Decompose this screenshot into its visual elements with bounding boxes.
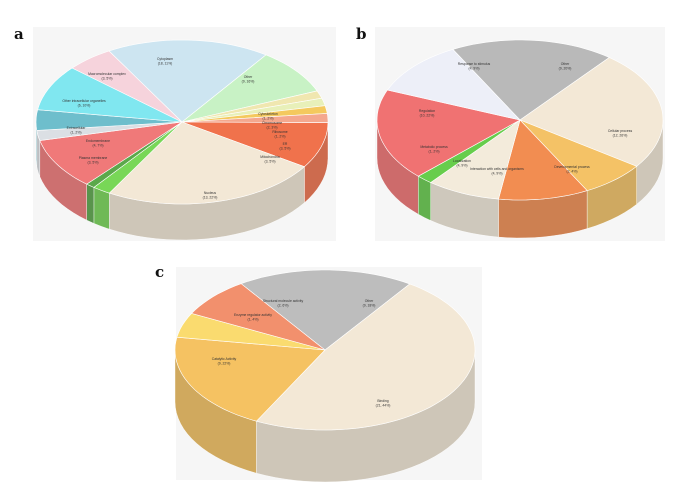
pie-slice-2 [519, 119, 638, 191]
slice-value-5: (1, 2%) [429, 150, 440, 154]
slice-value-4: (4, 9%) [457, 164, 468, 168]
pie-labels: Cytoplasm(18, 11%) Other(9, 16%) Cytoskele… [62, 57, 290, 200]
pie-slice-0 [240, 269, 411, 351]
slice-value-0: (9, 20%) [559, 67, 572, 71]
slice-value-0: (9, 18%) [363, 304, 376, 308]
pie-slice-6 [181, 121, 329, 168]
pie-slice-6 [376, 89, 521, 177]
slice-value-1: (12, 26%) [613, 134, 628, 138]
slice-value-4: (2, 6%) [278, 304, 289, 308]
slice-value-6: (3, 5%) [265, 160, 276, 164]
pie-side-5 [418, 175, 431, 221]
pie-slice-1 [255, 283, 476, 431]
pie-tops [174, 269, 476, 431]
slice-label-0: Cytoplasm [157, 57, 173, 61]
slice-label-4: Structural molecule activity [263, 299, 304, 303]
pie-tops [35, 39, 329, 205]
slice-value-12: (3, 5%) [102, 77, 113, 81]
pie-side-8 [93, 187, 110, 230]
pie-slice-7 [386, 49, 521, 121]
pie-chart-a: Cytoplasm(18, 11%) Other(9, 16%) Cytoskele… [35, 39, 329, 241]
slice-label-4: Ribosome [272, 130, 287, 134]
slice-label-9: Endomembrane [86, 139, 110, 143]
pie-slice-10 [39, 121, 183, 185]
slice-value-5: (3, 5%) [280, 147, 291, 151]
slice-value-1: (9, 16%) [242, 80, 255, 84]
pie-slice-2 [174, 336, 326, 422]
slice-label-7: Response to stimulus [458, 62, 491, 66]
slice-label-0: Other [561, 62, 570, 66]
slice-value-8: (1, 2%) [71, 131, 82, 135]
pie-slice-7 [108, 121, 305, 205]
slice-value-4: (1, 2%) [275, 135, 286, 139]
slice-value-2: (9, 22%) [218, 362, 231, 366]
slice-value-3: (2, 3%) [267, 126, 278, 130]
pie-tops [376, 39, 664, 201]
panel-label-c: c [155, 263, 165, 281]
pie-slice-3 [498, 119, 588, 201]
pie-slice-4 [430, 119, 521, 200]
pie-slice-0 [108, 39, 267, 123]
slice-value-2: (2, 4%) [567, 170, 578, 174]
slice-value-3: (1, 4%) [248, 318, 259, 322]
slice-label-4: Localization [453, 159, 471, 163]
slice-label-10: Plasma membrane [79, 156, 108, 160]
slice-label-6: Regulation [419, 109, 435, 113]
slice-label-7: Nucleus [204, 191, 217, 195]
panel-label-b: b [356, 25, 367, 43]
pie-slice-14 [71, 50, 183, 123]
slice-value-6: (10, 22%) [420, 114, 435, 118]
pie-slice-0 [452, 39, 610, 121]
slice-label-3: Enzyme regulator activity [234, 313, 272, 317]
pie-sides [376, 119, 664, 239]
slice-label-2: Catalytic Activity [212, 357, 237, 361]
pie-slice-13 [37, 67, 183, 123]
pie-slice-12 [35, 109, 183, 131]
pie-side-9 [86, 183, 95, 224]
slice-label-8: Extracellular [67, 126, 87, 130]
slice-value-10: (3, 5%) [88, 161, 99, 165]
slice-value-3: (4, 9%) [492, 172, 503, 176]
pie-slice-1 [181, 54, 318, 123]
pie-slice-3 [176, 313, 326, 351]
slice-label-11: Other intracellular organelles [62, 99, 106, 103]
slice-label-5: Metabolic process [420, 145, 448, 149]
slice-label-1: Binding [377, 399, 388, 403]
slice-value-1: (21, 44%) [376, 404, 391, 408]
slice-label-5: ER [283, 142, 288, 146]
slice-label-1: Other [244, 75, 253, 79]
slice-value-11: (6, 10%) [78, 104, 91, 108]
slice-label-2: Developmental process [554, 165, 590, 169]
slice-label-3: Interaction with cells and organisms [470, 167, 524, 171]
panel-label-a: a [14, 25, 24, 43]
slice-label-2: Cytoskeleton [258, 112, 278, 116]
slice-value-7: (4, 9%) [469, 67, 480, 71]
pie-chart-b: Other(9, 20%) Cellular process(12, 26%) De… [376, 39, 664, 239]
pie-labels: Other(9, 18%) Binding(21, 44%) Catalytic A… [212, 299, 391, 408]
slice-label-12: Macromolecular complex [88, 72, 126, 76]
pie-labels: Other(9, 20%) Cellular process(12, 26%) De… [419, 62, 633, 176]
pie-chart-c: Other(9, 18%) Binding(21, 44%) Catalytic A… [174, 269, 476, 483]
slice-label-0: Other [365, 299, 374, 303]
slice-value-2: (1, 2%) [263, 117, 274, 121]
slice-value-7: (13, 22%) [203, 196, 218, 200]
slice-value-0: (18, 11%) [158, 62, 172, 66]
slice-label-1: Cellular process [608, 129, 633, 133]
pie-slice-1 [519, 57, 664, 167]
pie-slice-4 [191, 283, 326, 351]
slice-value-9: (4, 7%) [93, 144, 104, 148]
slice-label-6: Mitochondria [260, 155, 280, 159]
slice-label-3: Chromosome [262, 121, 282, 125]
